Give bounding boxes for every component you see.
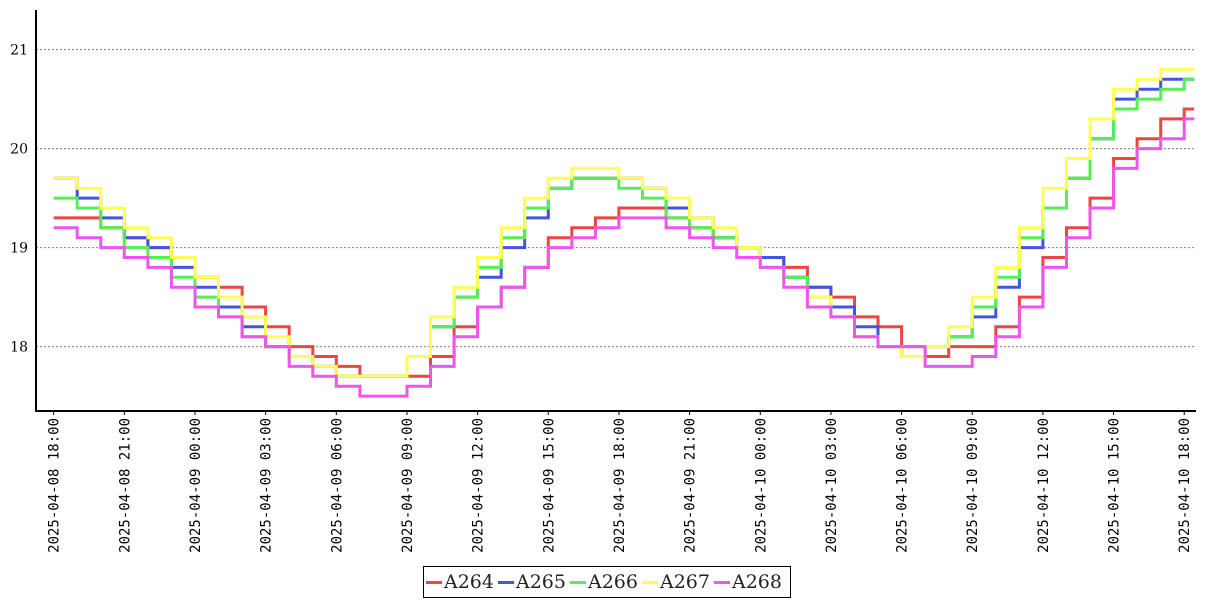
legend: A264 A265 A266 A267 A268 [423,566,791,598]
x-tick-label: 2025-04-10 12:00 [1036,418,1052,553]
x-tick-label: 2025-04-10 09:00 [965,418,981,553]
legend-label: A267 [660,571,710,593]
y-tick-label: 18 [10,340,28,356]
x-tick-label: 2025-04-09 03:00 [259,418,275,553]
x-tick-label: 2025-04-09 21:00 [683,418,699,553]
legend-item-a266: A266 [570,571,638,593]
x-tick-label: 2025-04-08 21:00 [117,418,133,553]
legend-label: A268 [732,571,782,593]
x-tick-label: 2025-04-09 18:00 [612,418,628,553]
x-tick-label: 2025-04-09 12:00 [471,418,487,553]
legend-label: A264 [444,571,494,593]
legend-swatch [570,580,586,584]
x-tick-label: 2025-04-09 06:00 [329,418,345,553]
legend-item-a264: A264 [426,571,494,593]
series-line-a268 [53,117,1195,398]
y-tick-label: 20 [10,142,28,158]
series-line-a267 [53,67,1195,378]
legend-label: A265 [516,571,566,593]
x-tick-label: 2025-04-10 15:00 [1107,418,1123,553]
y-tick-label: 21 [10,43,28,59]
axes [35,10,1196,412]
x-tick-label: 2025-04-10 00:00 [753,418,769,553]
y-tick-label: 19 [10,241,28,257]
legend-item-a265: A265 [498,571,566,593]
x-tick-label: 2025-04-09 09:00 [400,418,416,553]
legend-swatch [714,580,730,584]
legend-item-a268: A268 [714,571,782,593]
legend-item-a267: A267 [642,571,710,593]
x-tick-label: 2025-04-10 18:00 [1177,418,1193,553]
legend-swatch [498,580,514,584]
x-tick-label: 2025-04-10 06:00 [895,418,911,553]
legend-swatch [642,580,658,584]
x-tick-label: 2025-04-08 18:00 [47,418,63,553]
x-tick-label: 2025-04-10 03:00 [824,418,840,553]
legend-swatch [426,580,442,584]
x-tick-label: 2025-04-09 00:00 [188,418,204,553]
legend-label: A266 [588,571,638,593]
x-tick-label: 2025-04-09 15:00 [541,418,557,553]
